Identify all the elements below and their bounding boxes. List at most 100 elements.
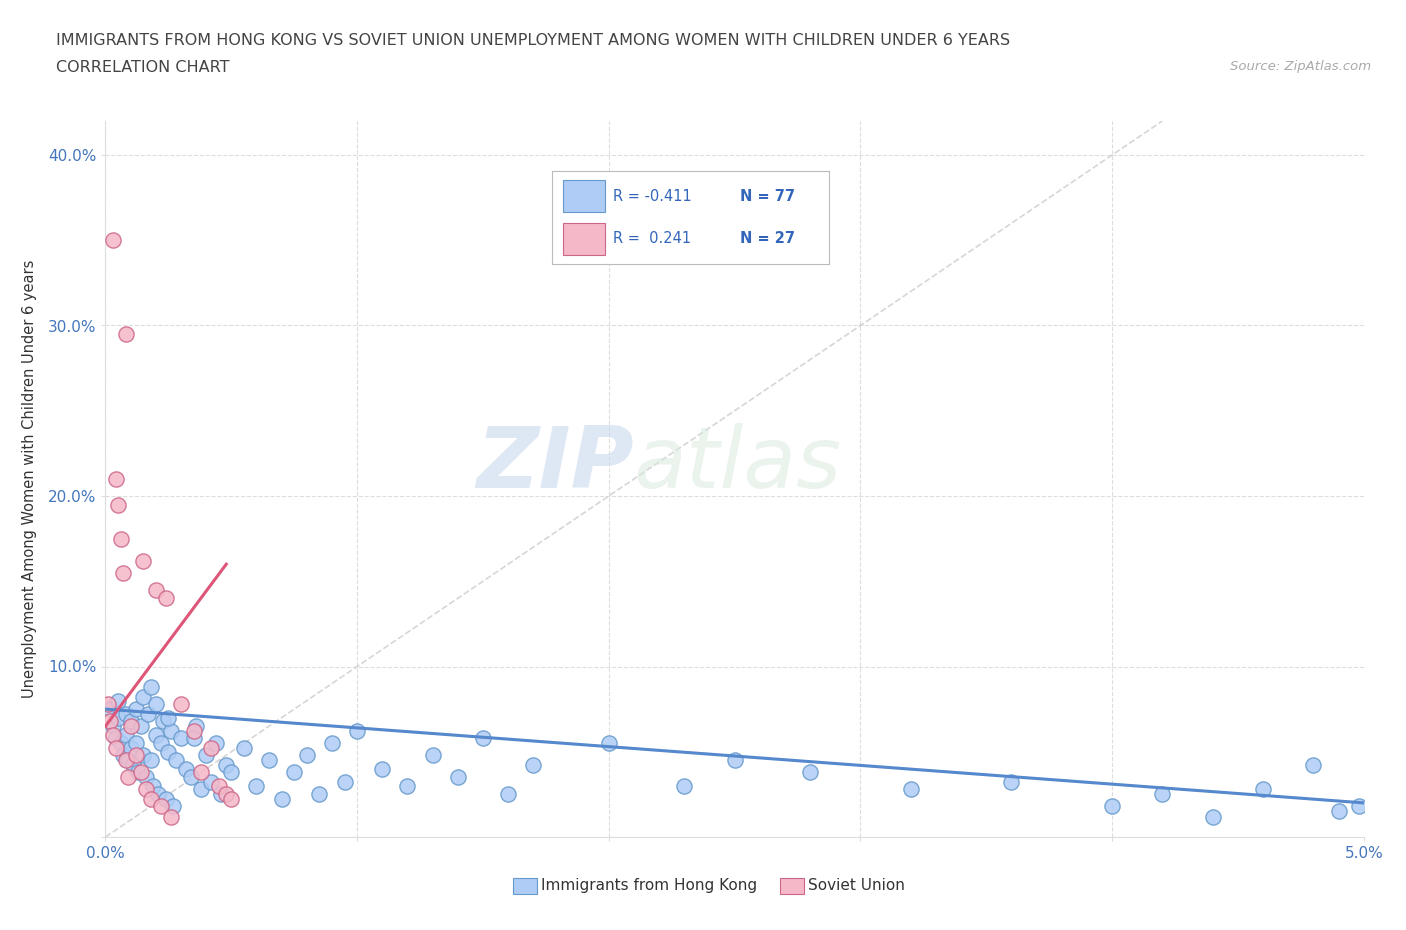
Text: R = -0.411: R = -0.411 [613,189,692,204]
Point [97,697,120,711]
Point [127,764,149,779]
Point [321,736,343,751]
Point [117,770,139,785]
Text: atlas: atlas [634,423,842,506]
Point [132,690,155,705]
Point [110,531,132,546]
Point [120,719,142,734]
Text: N = 27: N = 27 [741,232,796,246]
Point [120,741,142,756]
Point [104,472,127,486]
Point [333,775,356,790]
Text: ZIP: ZIP [477,423,634,506]
Point [136,707,159,722]
Point [1000,775,1022,790]
Point [215,787,238,802]
Point [205,736,228,751]
Point [117,753,139,768]
Point [396,778,419,793]
Point [145,727,167,742]
Point [257,753,280,768]
Point [184,719,207,734]
Text: IMMIGRANTS FROM HONG KONG VS SOVIET UNION UNEMPLOYMENT AMONG WOMEN WITH CHILDREN: IMMIGRANTS FROM HONG KONG VS SOVIET UNIO… [56,33,1011,47]
Point [200,775,222,790]
Point [107,497,129,512]
Point [110,736,132,751]
Point [1251,782,1274,797]
Point [160,724,183,738]
Point [308,787,330,802]
Point [200,741,222,756]
Point [100,713,122,728]
Point [1347,799,1369,814]
Point [190,764,212,779]
Point [129,764,152,779]
Point [101,719,124,734]
Point [124,748,146,763]
Point [157,711,180,725]
Point [152,713,174,728]
Point [112,748,135,763]
Point [183,724,205,738]
Point [723,753,745,768]
Point [1327,804,1350,819]
Point [149,736,172,751]
Point [209,787,232,802]
Point [183,731,205,746]
Point [215,758,238,773]
Point [124,701,146,716]
Point [155,792,177,807]
Point [112,565,135,580]
Point [122,758,145,773]
Point [371,762,394,777]
Point [145,697,167,711]
Point [270,792,292,807]
Point [155,591,177,605]
Point [135,770,157,785]
Point [104,731,127,746]
Point [107,693,129,708]
Point [101,727,124,742]
Point [114,707,136,722]
Point [101,232,124,247]
Point [139,792,162,807]
Text: Immigrants from Hong Kong: Immigrants from Hong Kong [541,878,758,893]
Point [157,744,180,759]
Text: CORRELATION CHART: CORRELATION CHART [56,60,229,75]
Bar [564,223,605,255]
Point [100,701,122,716]
Point [447,770,470,785]
Point [142,778,165,793]
Point [132,748,155,763]
Point [165,753,187,768]
Point [174,762,197,777]
Point [145,582,167,597]
Point [1302,758,1324,773]
Point [522,758,544,773]
Point [346,724,368,738]
Point [232,741,254,756]
Point [219,764,242,779]
Text: R =  0.241: R = 0.241 [613,232,692,246]
Y-axis label: Unemployment Among Women with Children Under 6 years: Unemployment Among Women with Children U… [22,259,37,698]
Point [245,778,267,793]
Point [132,553,155,568]
Point [160,809,183,824]
Text: Source: ZipAtlas.com: Source: ZipAtlas.com [1230,60,1371,73]
Point [673,778,696,793]
Point [900,782,922,797]
Text: N = 77: N = 77 [741,189,796,204]
Point [1202,809,1225,824]
Point [496,787,519,802]
Point [195,748,218,763]
Point [1101,799,1123,814]
Point [120,713,142,728]
Point [170,731,193,746]
Point [148,787,170,802]
Point [114,753,136,768]
Point [139,680,162,695]
Point [139,753,162,768]
Point [180,770,202,785]
Bar [564,180,605,212]
Point [190,782,212,797]
